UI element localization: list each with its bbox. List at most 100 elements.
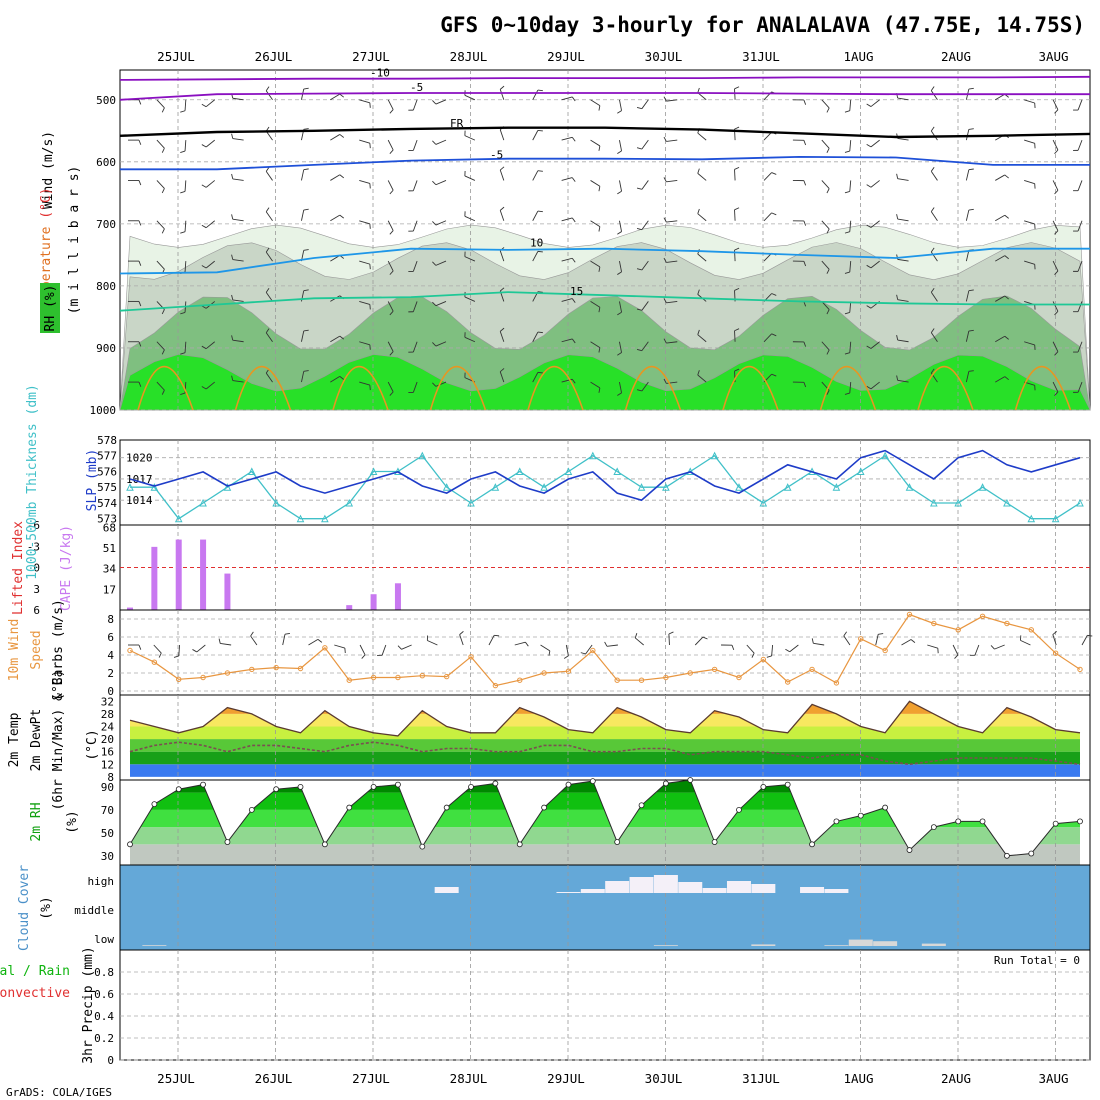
rh-marker [955, 818, 962, 825]
cloud-axis-label: Cloud Cover [17, 865, 32, 951]
cape-tick-label: 68 [103, 521, 116, 534]
cloud-bar [726, 881, 751, 893]
wind-speed-marker [200, 674, 206, 681]
wind-barb [930, 328, 935, 333]
temperature-band [130, 726, 1080, 740]
wind-barb [537, 331, 543, 334]
wind-barb [930, 171, 938, 181]
wind-barb [930, 207, 935, 212]
wind-barb [1077, 381, 1083, 393]
wind-barb [666, 99, 678, 102]
wind-barb [734, 126, 740, 130]
isotherm-line [119, 291, 1090, 312]
wind-barb [870, 341, 880, 349]
cloud-bar [800, 887, 825, 893]
wind-barb [387, 341, 394, 352]
wind-barb [499, 210, 505, 221]
surface-wind-barb [910, 639, 916, 643]
wind-barb [1024, 341, 1035, 346]
rh-marker [589, 778, 596, 785]
wind-barb [571, 378, 576, 384]
wind-barb [1077, 139, 1083, 151]
wind-barb [184, 220, 187, 232]
thickness-marker [686, 467, 695, 475]
rh-marker [565, 781, 572, 788]
wind-barb [232, 259, 244, 262]
wind-barb [763, 172, 772, 181]
wind-barb [201, 184, 207, 188]
thickness-marker [223, 483, 232, 491]
surface-wind-barb [694, 636, 704, 646]
precip-tick-label: 0 [107, 1054, 114, 1067]
wind-barb [965, 129, 970, 141]
cloud-bar [848, 939, 873, 946]
wind-barb [464, 296, 476, 302]
wind-barb [161, 309, 165, 315]
wind-barb [161, 349, 165, 355]
wind-barb [636, 268, 643, 271]
wind-barb [339, 134, 345, 138]
wind-barb [232, 380, 244, 383]
wind-barb [412, 381, 418, 393]
isotherm-label: -5 [490, 149, 503, 162]
wind-barb [499, 129, 505, 141]
wind-barb [1052, 99, 1059, 110]
thickness-marker [369, 467, 378, 475]
rh-marker [127, 841, 133, 848]
precip-tick-label: 0.2 [94, 1032, 114, 1045]
isotherm-line [119, 75, 1091, 81]
surface-wind-barb [990, 645, 995, 650]
surface-wind-barb [220, 643, 232, 646]
thickness-marker [394, 467, 402, 475]
wind-barb [571, 217, 576, 223]
wind-barb [697, 289, 700, 295]
wind-barb [866, 224, 872, 228]
wind-barb [663, 177, 667, 182]
wind-barb-row [128, 247, 1083, 275]
wind-barb [663, 298, 667, 303]
wind-barb [265, 207, 270, 213]
wind-barb [897, 379, 909, 383]
surface-wind-barb [843, 631, 848, 637]
wind-barb [205, 260, 216, 269]
wind-barb [763, 333, 772, 343]
wind-barb [897, 178, 909, 181]
rh-marker [711, 839, 718, 845]
wind-barb [666, 220, 678, 223]
wind-barb [763, 212, 772, 222]
wind-barb [138, 180, 142, 186]
wind-tick-label: 2 [107, 667, 114, 680]
lifted-index-tick-label: 3 [33, 583, 40, 596]
wind-barb [303, 208, 309, 211]
wind-barb [617, 190, 622, 195]
bottom-date-tick-label: 27JUL [352, 1071, 390, 1086]
cape-bar [200, 539, 207, 610]
wind-barb [826, 188, 830, 194]
surface-wind-barb [284, 632, 290, 635]
wind-barb [930, 247, 935, 253]
rh-marker [321, 841, 328, 848]
slp-axis-label: SLP (mb) [85, 449, 100, 512]
wind-barb-row [128, 166, 1083, 195]
cloud-bar [556, 892, 581, 893]
wind-barb [866, 345, 872, 349]
wind-barb [265, 251, 273, 262]
wind-barb [617, 392, 622, 396]
wind-barb [734, 166, 740, 170]
wind-barb [821, 180, 830, 189]
wind-barb [435, 381, 447, 387]
thickness-marker [321, 514, 329, 523]
wind-speed-marker [249, 666, 255, 673]
wind-tick-label: 8 [107, 613, 114, 626]
wind-axis-label-1: 10m Wind [7, 619, 22, 682]
chart-title: GFS 0~10day 3-hourly for ANALALAVA (47.7… [440, 13, 1085, 37]
wind-barb [359, 381, 370, 386]
wind-barb [561, 338, 573, 343]
wind-barb [697, 87, 700, 93]
surface-wind-barb [308, 638, 319, 646]
wind-barb [666, 139, 678, 142]
wind-barb [339, 376, 345, 380]
thickness-marker [296, 514, 305, 523]
temp-axis-label-1: 2m Temp [7, 712, 22, 767]
